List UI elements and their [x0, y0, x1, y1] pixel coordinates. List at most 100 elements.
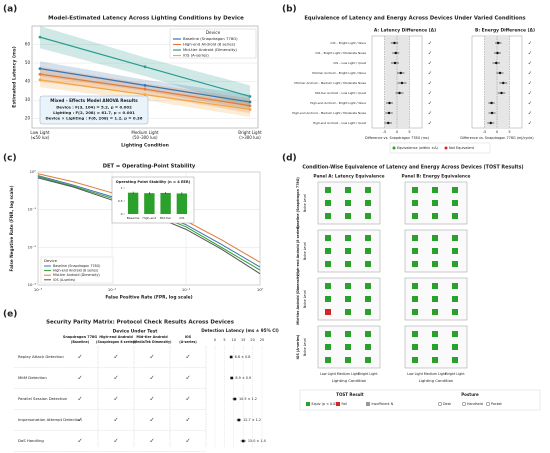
tost-cell: [325, 261, 331, 267]
legend-label: Baseline (Snapdragon 778G): [183, 36, 238, 41]
tost-cell: [345, 261, 351, 267]
tost-cell: [452, 357, 458, 363]
tost-cell: [412, 283, 418, 289]
noise-label: Noise Level: [303, 194, 307, 212]
tost-cell: [345, 357, 351, 363]
column-name: High-end Android: [99, 335, 133, 339]
legend-marker: [336, 402, 340, 406]
device-label: High-end Android (8 series): [296, 226, 300, 276]
x-tick-label: 10⁻²: [108, 287, 117, 292]
legend-label: iOS (A-series): [183, 53, 209, 58]
y-tick-label: 10⁻³: [28, 282, 37, 287]
stats-line: Device × Lighting : F(6, 208) = 1.2, p =…: [46, 116, 143, 121]
legend-marker: [485, 401, 491, 407]
panel-title: B: Energy Difference (Δ): [475, 28, 535, 34]
x-tick-label: 15: [241, 338, 245, 342]
stats-title: Mixed - Effects Model ANOVA Results: [50, 98, 138, 103]
tost-cell: [365, 187, 371, 193]
panel-label: (d): [282, 154, 297, 164]
tost-cell: [325, 187, 331, 193]
x-tick-label: -5: [483, 130, 487, 134]
legend-label: Fail: [342, 402, 348, 406]
tost-cell: [325, 344, 331, 350]
estimate: [490, 111, 494, 115]
point: [248, 108, 252, 111]
chart-title: Equivalence of Latency and Energy Across…: [304, 16, 525, 22]
estimate: [500, 91, 503, 95]
legend-box: [299, 389, 541, 411]
tost-cell: [412, 296, 418, 302]
panel-label: (e): [3, 310, 17, 320]
equivalence-check: ✓: [528, 61, 532, 67]
estimate: [398, 91, 401, 95]
value-label: 10.5 ± 1.2: [239, 397, 257, 401]
tost-cell: [325, 331, 331, 337]
equivalence-check: ✓: [528, 91, 532, 97]
column-name: Snapdragon 778G: [63, 335, 97, 339]
x-tick-label: 10: [232, 338, 236, 342]
tost-cell: [345, 331, 351, 337]
y-tick-label: 10⁰: [30, 169, 37, 174]
tost-cell: [325, 213, 331, 219]
chart-title: Security Parity Matrix: Protocol Check R…: [46, 320, 234, 326]
point: [38, 78, 42, 82]
x-tick-label: -5: [383, 130, 387, 134]
check: ✓: [185, 354, 190, 361]
check: ✓: [77, 375, 82, 382]
check: ✓: [77, 354, 82, 361]
tost-cell: [432, 200, 438, 206]
estimate: [497, 41, 500, 45]
y-axis-label: False Negative Rate (FNR, log scale): [9, 185, 14, 271]
legend-box: [169, 28, 257, 59]
x-axis-label: Lighting Condition: [419, 378, 454, 383]
legend-label: Baseline (Snapdragon 778G): [53, 264, 100, 268]
check: ✓: [149, 375, 154, 382]
legend-box: [389, 142, 491, 154]
value-label: 8.6 ± 0.8: [235, 355, 251, 359]
estimate: [230, 376, 234, 380]
tost-cell: [365, 261, 371, 267]
column-name: iOS: [185, 335, 192, 339]
y-tick-label: 40: [25, 79, 31, 84]
table-header: Device Under Test: [113, 329, 158, 335]
equivalence-check: ✓: [428, 111, 432, 117]
tost-cell: [452, 213, 458, 219]
tost-cell: [412, 331, 418, 337]
inset-tick-label: 0: [121, 212, 123, 216]
inset-category: iOS: [179, 216, 184, 220]
legend-label: Mid-tier Android (Dimensity): [53, 273, 100, 277]
inset-bar: [176, 193, 188, 214]
x-tick-label: 20: [250, 338, 254, 342]
tost-cell: [452, 248, 458, 254]
tost-cell: [365, 200, 371, 206]
legend-marker: [444, 146, 448, 150]
tost-cell: [345, 200, 351, 206]
legend-label: High-end Android (8 series): [183, 42, 236, 47]
x-tick-note: (50–300 lux): [132, 135, 158, 140]
inset-bar: [127, 192, 139, 214]
tost-cell: [432, 187, 438, 193]
tost-cell: [365, 235, 371, 241]
tost-cell: [412, 200, 418, 206]
check: ✓: [77, 438, 82, 445]
panel-title: Panel A: Latency Equivalence: [313, 174, 384, 180]
equivalence-check: ✓: [528, 101, 532, 107]
legend-label: Not Equivalent: [449, 146, 475, 150]
chart-title: DET = Operating-Point Stability: [103, 164, 196, 170]
point: [248, 104, 252, 108]
check: ✓: [185, 396, 190, 403]
value-label: 8.9 ± 0.9: [235, 376, 251, 380]
tost-cell: [345, 296, 351, 302]
legend-marker: [306, 402, 310, 406]
check: ✓: [149, 396, 154, 403]
row-label: High-end Android – Low Light / Quiet: [313, 121, 367, 125]
tost-cell: [452, 331, 458, 337]
tost-cell: [365, 309, 371, 315]
panel-title: Panel B: Energy Equivalence: [402, 174, 471, 180]
tost-cell: [452, 344, 458, 350]
latency-title: Detection Latency (ms ± 95% CI): [201, 328, 279, 333]
check: ✓: [185, 438, 190, 445]
panel-label: (c): [3, 154, 17, 164]
x-axis-label: Difference vs. Snapdragon 778G (ms): [365, 136, 430, 140]
x-tick-label: Medium Light: [131, 130, 159, 135]
